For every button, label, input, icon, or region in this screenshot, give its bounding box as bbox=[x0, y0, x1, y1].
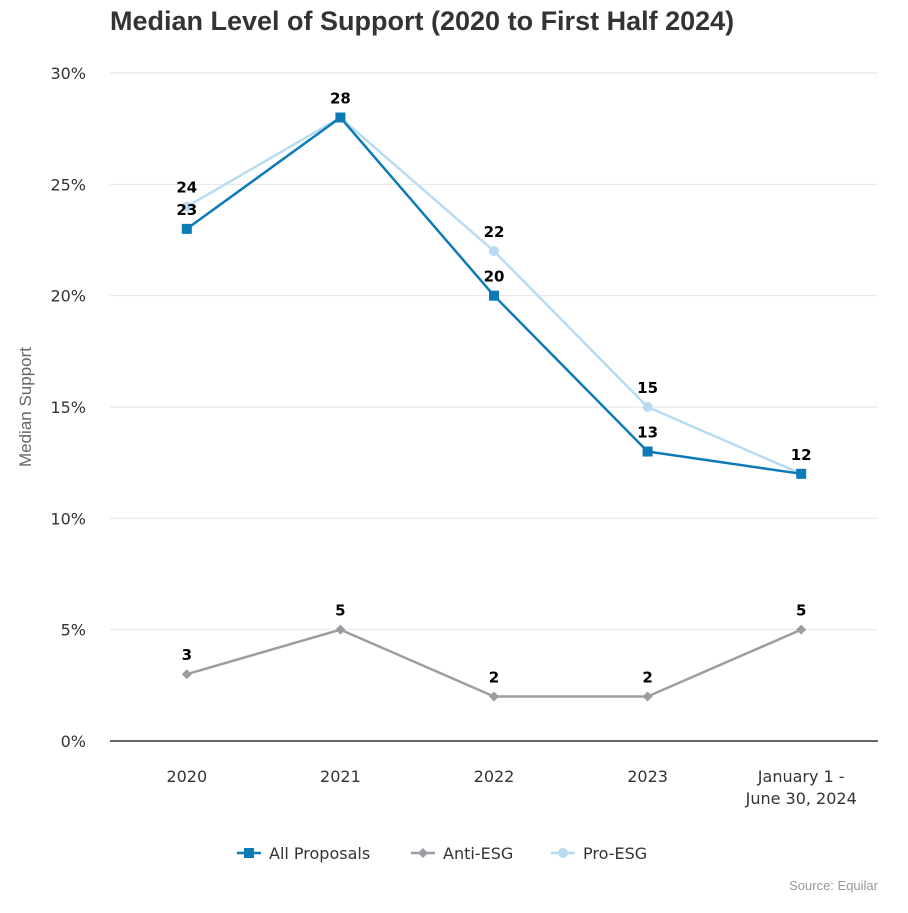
data-point bbox=[642, 402, 653, 412]
data-label: 15 bbox=[637, 379, 658, 397]
data-label: 22 bbox=[484, 223, 505, 241]
legend-swatch-marker bbox=[244, 848, 254, 858]
axes: 0%5%10%15%20%25%30%2020 2021 2022 2023 Janua… bbox=[16, 64, 878, 808]
legend[interactable]: All Proposals Anti-ESG Pro-ESG bbox=[237, 844, 647, 863]
x-tick-label: 2020 bbox=[166, 767, 207, 786]
data-point bbox=[796, 468, 807, 479]
y-tick-label: 20% bbox=[50, 287, 86, 306]
legend-item[interactable]: All Proposals bbox=[237, 844, 370, 863]
data-point bbox=[181, 223, 192, 234]
data-label: 5 bbox=[335, 602, 345, 620]
y-tick-label: 5% bbox=[61, 621, 86, 640]
data-label: 5 bbox=[796, 602, 806, 620]
legend-item[interactable]: Anti-ESG bbox=[411, 844, 513, 863]
y-tick-label: 10% bbox=[50, 509, 86, 528]
y-tick-label: 0% bbox=[61, 732, 86, 751]
y-tick-label: 30% bbox=[50, 64, 86, 83]
data-label: 3 bbox=[182, 646, 192, 664]
data-point bbox=[642, 446, 653, 457]
data-label: 20 bbox=[484, 268, 505, 286]
data-point bbox=[796, 624, 807, 635]
series bbox=[181, 112, 807, 702]
x-tick-label: 2021 bbox=[320, 767, 361, 786]
x-tick-label: January 1 -June 30, 2024 bbox=[745, 767, 857, 808]
data-point bbox=[489, 290, 499, 301]
y-tick-label: 25% bbox=[50, 175, 86, 194]
data-label: 28 bbox=[330, 90, 351, 108]
data-point bbox=[642, 691, 653, 702]
data-label: 2 bbox=[642, 668, 652, 686]
legend-swatch-marker bbox=[418, 848, 428, 858]
chart-title: Median Level of Support (2020 to First H… bbox=[110, 6, 735, 36]
data-label: 13 bbox=[637, 424, 658, 442]
y-tick-label: 15% bbox=[50, 398, 86, 417]
data-point bbox=[335, 624, 346, 635]
data-label: 24 bbox=[176, 179, 197, 197]
source-note: Source: Equilar bbox=[789, 878, 878, 893]
data-label: 23 bbox=[176, 201, 197, 219]
data-label: 2 bbox=[489, 668, 499, 686]
legend-label: All Proposals bbox=[269, 844, 370, 863]
data-point bbox=[489, 246, 499, 257]
legend-label: Pro-ESG bbox=[583, 844, 647, 863]
legend-item[interactable]: Pro-ESG bbox=[551, 844, 647, 863]
data-label: 12 bbox=[791, 446, 812, 464]
y-axis-label: Median Support bbox=[16, 347, 35, 467]
legend-label: Anti-ESG bbox=[443, 844, 513, 863]
data-point bbox=[489, 691, 499, 702]
data-point bbox=[335, 112, 346, 123]
data-point bbox=[181, 201, 192, 212]
x-tick-label: 2023 bbox=[627, 767, 668, 786]
x-tick-label: 2022 bbox=[474, 767, 515, 786]
gridlines bbox=[110, 72, 878, 631]
data-point bbox=[181, 669, 192, 680]
legend-swatch-marker bbox=[558, 848, 568, 858]
